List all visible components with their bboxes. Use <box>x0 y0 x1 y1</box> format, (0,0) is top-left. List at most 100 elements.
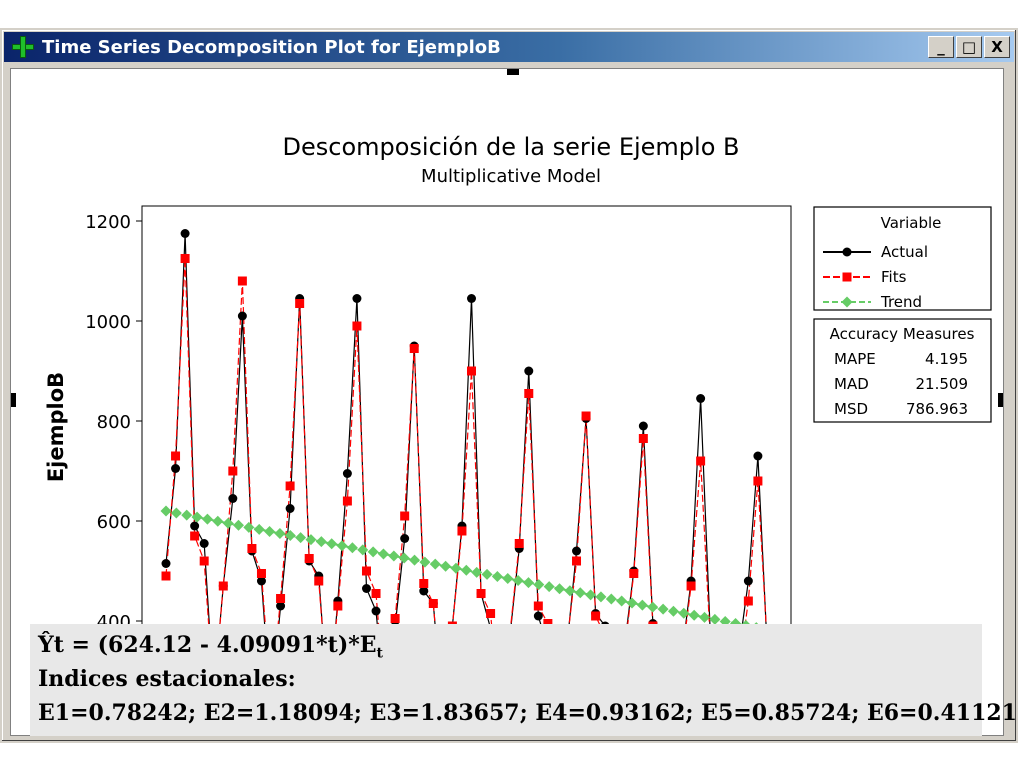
point-fits <box>753 476 763 486</box>
point-trend <box>647 601 659 613</box>
seasonal-indices-values: E1=0.78242; E2=1.18094; E3=1.83657; E4=0… <box>38 700 1017 726</box>
point-trend <box>616 595 628 607</box>
y-tick-label: 800 <box>97 412 131 433</box>
point-fits <box>371 589 381 598</box>
minimize-button[interactable]: _ <box>928 36 954 58</box>
point-trend <box>543 581 555 593</box>
point-trend <box>636 599 648 611</box>
point-trend <box>212 515 224 527</box>
y-tick-label: 1000 <box>85 312 131 333</box>
point-trend <box>170 507 182 519</box>
point-trend <box>460 564 472 576</box>
point-trend <box>595 591 607 603</box>
point-trend <box>305 534 317 546</box>
maximize-button[interactable]: □ <box>956 36 982 58</box>
point-fits <box>161 571 171 581</box>
point-trend <box>201 513 213 525</box>
point-actual <box>352 294 362 303</box>
point-actual <box>467 294 476 303</box>
point-trend <box>326 538 338 550</box>
point-fits <box>581 411 591 421</box>
point-actual <box>638 421 648 431</box>
resize-handle-top[interactable] <box>507 69 519 75</box>
point-actual <box>753 451 763 461</box>
point-fits <box>572 556 582 566</box>
point-trend <box>678 607 690 619</box>
point-actual <box>171 464 181 473</box>
point-fits <box>276 594 286 603</box>
point-fits <box>524 389 534 398</box>
point-fits <box>342 496 352 506</box>
point-fits <box>514 539 524 548</box>
point-trend <box>160 505 172 517</box>
point-trend <box>450 562 462 574</box>
point-trend <box>657 603 669 615</box>
point-trend <box>191 511 203 523</box>
point-trend <box>253 523 265 535</box>
point-fits <box>467 366 476 376</box>
point-fits <box>352 321 362 331</box>
trend-equation-subscript: t <box>376 645 383 662</box>
point-trend <box>357 544 369 556</box>
point-trend <box>491 570 503 582</box>
point-fits <box>486 609 496 618</box>
point-trend <box>419 556 431 568</box>
formula-overlay: Ŷt = (624.12 - 4.09091*t)*Et Indices est… <box>30 624 1017 736</box>
point-trend <box>522 577 534 589</box>
point-actual <box>180 229 190 238</box>
legend: Variable Actual Fits Trend <box>813 206 992 311</box>
point-trend <box>409 554 421 566</box>
point-actual <box>400 534 410 543</box>
legend-title: Variable <box>881 214 942 232</box>
point-trend <box>533 579 545 591</box>
resize-handle-left[interactable] <box>11 393 16 407</box>
point-fits <box>686 581 696 591</box>
point-trend <box>709 613 721 625</box>
point-fits <box>629 569 639 578</box>
point-actual <box>696 394 706 403</box>
point-actual <box>199 539 209 548</box>
point-trend <box>222 517 234 529</box>
point-fits <box>256 569 266 578</box>
point-fits <box>218 581 228 591</box>
point-trend <box>367 546 379 558</box>
point-trend <box>284 530 296 542</box>
window-title: Time Series Decomposition Plot for Ejemp… <box>42 36 501 58</box>
point-trend <box>564 585 576 597</box>
point-fits <box>743 596 753 606</box>
point-fits <box>285 481 295 491</box>
chart-title: Descomposición de la serie Ejemplo B <box>283 133 740 161</box>
point-fits <box>696 456 706 466</box>
title-bar[interactable]: Time Series Decomposition Plot for Ejemp… <box>4 32 1014 62</box>
y-axis-label: EjemploB <box>44 372 68 482</box>
point-fits <box>361 566 371 576</box>
point-actual <box>237 311 247 321</box>
point-actual <box>371 606 381 616</box>
point-trend <box>388 550 400 562</box>
point-trend <box>512 575 524 587</box>
point-trend <box>429 558 441 570</box>
legend-label-fits: Fits <box>881 268 907 286</box>
resize-handle-right[interactable] <box>998 393 1003 407</box>
point-fits <box>638 434 648 443</box>
point-trend <box>605 593 617 605</box>
minitab-plus-icon <box>12 36 34 58</box>
legend-marker-trend <box>841 296 853 308</box>
close-button[interactable]: X <box>984 36 1010 58</box>
point-trend <box>377 548 389 560</box>
point-actual <box>743 576 753 586</box>
y-tick-label: 1200 <box>85 212 131 233</box>
point-fits <box>237 276 247 286</box>
plot-frame <box>141 205 792 735</box>
accuracy-value-mad: 21.509 <box>916 375 969 393</box>
point-trend <box>471 566 483 578</box>
chart-subtitle: Multiplicative Model <box>421 166 601 187</box>
trend-equation-main: Ŷt = (624.12 - 4.09091*t)*E <box>38 632 377 658</box>
point-actual <box>285 504 295 513</box>
legend-marker-fits <box>842 272 852 282</box>
point-trend <box>585 589 597 601</box>
point-trend <box>346 542 358 554</box>
point-trend <box>554 583 566 595</box>
point-trend <box>398 552 410 564</box>
accuracy-value-mape: 4.195 <box>925 350 968 368</box>
